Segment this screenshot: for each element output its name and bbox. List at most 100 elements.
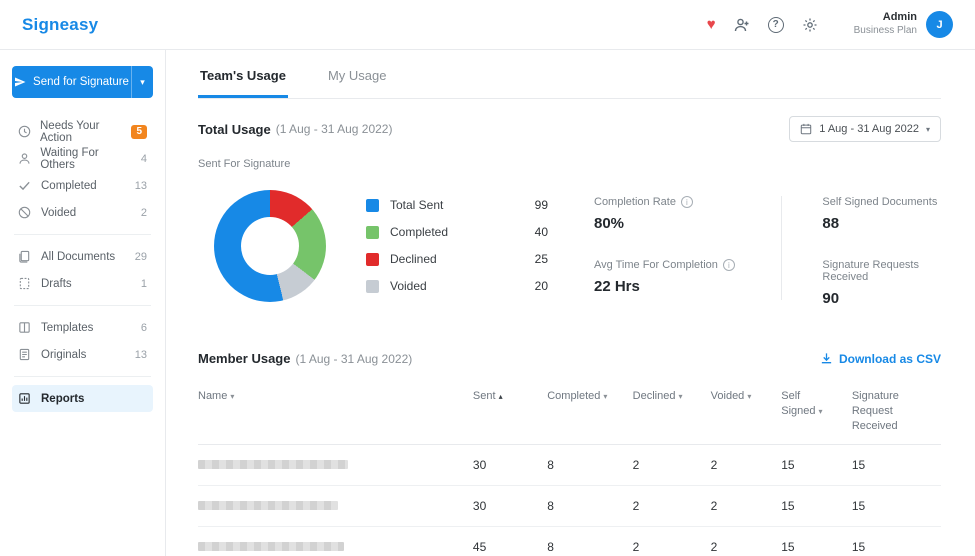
add-user-icon[interactable] bbox=[734, 17, 750, 33]
legend-item-completed: Completed 40 bbox=[366, 225, 548, 239]
cell-completed: 8 bbox=[547, 485, 633, 527]
legend-label: Voided bbox=[390, 279, 427, 293]
item-count: 13 bbox=[134, 348, 147, 361]
sidebar-item-all-documents[interactable]: All Documents 29 bbox=[12, 243, 153, 270]
send-for-signature-button[interactable]: Send for Signature ▾ bbox=[12, 66, 153, 98]
table-row[interactable]: 30 8 2 2 15 15 bbox=[198, 444, 941, 486]
cell-self-signed: 15 bbox=[781, 444, 852, 486]
draft-icon bbox=[18, 277, 32, 290]
chevron-down-icon: ▾ bbox=[747, 392, 752, 401]
item-count: 1 bbox=[140, 277, 147, 290]
cell-received: 15 bbox=[851, 444, 941, 486]
column-header-name[interactable]: Name ▾ bbox=[198, 381, 473, 445]
download-csv-link[interactable]: Download as CSV bbox=[820, 352, 941, 366]
heart-icon[interactable]: ♥ bbox=[706, 16, 716, 33]
legend-value: 99 bbox=[534, 198, 548, 212]
info-icon[interactable]: i bbox=[680, 196, 693, 208]
item-count: 6 bbox=[140, 321, 147, 334]
usage-tabs: Team's Usage My Usage bbox=[198, 50, 941, 99]
sidebar-item-templates[interactable]: Templates 6 bbox=[12, 314, 153, 341]
needs-action-badge: 5 bbox=[131, 124, 147, 139]
clock-icon bbox=[18, 125, 31, 138]
main-content: Team's Usage My Usage Total Usage (1 Aug… bbox=[166, 50, 975, 556]
cell-completed: 8 bbox=[547, 526, 633, 556]
cell-received: 15 bbox=[851, 526, 941, 556]
info-icon[interactable]: i bbox=[722, 259, 735, 271]
sidebar-item-needs-your-action[interactable]: Needs Your Action 5 bbox=[12, 118, 153, 145]
sidebar-item-completed[interactable]: Completed 13 bbox=[12, 172, 153, 199]
signeasy-logo: Signeasy bbox=[22, 14, 99, 34]
tab-teams-usage[interactable]: Team's Usage bbox=[198, 68, 288, 98]
user-plan: Business Plan bbox=[853, 25, 917, 37]
sidebar-item-label: Voided bbox=[41, 206, 77, 219]
sidebar-item-reports[interactable]: Reports bbox=[12, 385, 153, 412]
sidebar-item-label: Reports bbox=[41, 392, 85, 405]
column-header-self-signed[interactable]: Self Signed ▾ bbox=[781, 381, 852, 445]
member-usage-subtitle: (1 Aug - 31 Aug 2022) bbox=[295, 351, 413, 366]
sidebar-item-label: Templates bbox=[41, 321, 94, 334]
original-icon bbox=[18, 348, 32, 361]
stats-divider bbox=[781, 196, 783, 300]
total-usage-header: Total Usage (1 Aug - 31 Aug 2022) 1 Aug … bbox=[198, 116, 941, 142]
cell-sent: 30 bbox=[472, 485, 548, 527]
send-dropdown-caret[interactable]: ▾ bbox=[131, 66, 153, 98]
chart-label: Sent For Signature bbox=[198, 158, 291, 170]
help-icon[interactable]: ? bbox=[767, 16, 784, 33]
sidebar-item-label: Originals bbox=[41, 348, 87, 361]
settings-gear-icon[interactable] bbox=[802, 17, 818, 33]
table-row[interactable]: 45 8 2 2 15 15 bbox=[198, 526, 941, 556]
cell-declined: 2 bbox=[632, 526, 711, 556]
cell-declined: 2 bbox=[632, 444, 711, 486]
chevron-down-icon: ▾ bbox=[230, 392, 235, 401]
check-icon bbox=[18, 179, 32, 192]
date-range-value: 1 Aug - 31 Aug 2022 bbox=[819, 123, 919, 135]
cell-voided: 2 bbox=[710, 526, 782, 556]
user-role: Admin bbox=[882, 11, 917, 24]
date-range-picker[interactable]: 1 Aug - 31 Aug 2022 ▾ bbox=[789, 116, 941, 142]
column-header-declined[interactable]: Declined ▾ bbox=[632, 381, 711, 445]
column-header-sent[interactable]: Sent ▴ bbox=[472, 381, 548, 445]
tab-my-usage[interactable]: My Usage bbox=[327, 68, 387, 83]
sidebar-item-voided[interactable]: Voided 2 bbox=[12, 199, 153, 226]
sidebar-item-label: Needs Your Action bbox=[40, 119, 100, 144]
cell-sent: 30 bbox=[472, 444, 548, 486]
documents-icon bbox=[18, 250, 32, 263]
avatar[interactable]: J bbox=[926, 11, 953, 38]
sidebar-item-drafts[interactable]: Drafts 1 bbox=[12, 270, 153, 297]
sidebar-item-label: Completed bbox=[41, 179, 97, 192]
member-usage-table: Name ▾ Sent ▴ Completed ▾ Declined ▾ Voided ▾… bbox=[198, 381, 941, 556]
legend-value: 25 bbox=[534, 252, 548, 266]
column-header-completed[interactable]: Completed ▾ bbox=[547, 381, 633, 445]
legend-item-total-sent: Total Sent 99 bbox=[366, 198, 548, 212]
stats-column-2: Self Signed Documents 88 Signature Reque… bbox=[822, 190, 941, 307]
legend-value: 20 bbox=[534, 279, 548, 293]
stat-avg-time: Avg Time For Completion i 22 Hrs bbox=[594, 259, 755, 295]
chevron-down-icon: ▾ bbox=[678, 392, 683, 401]
sidebar-item-waiting-for-others[interactable]: Waiting For Others 4 bbox=[12, 145, 153, 172]
donut-chart bbox=[214, 190, 326, 302]
legend-swatch bbox=[366, 198, 379, 212]
template-icon bbox=[18, 321, 32, 334]
send-button-label: Send for Signature bbox=[33, 76, 129, 88]
chart-legend: Total Sent 99 Completed 40 Declined 25 V… bbox=[366, 190, 548, 293]
legend-swatch bbox=[366, 225, 379, 239]
legend-swatch bbox=[366, 279, 379, 293]
sidebar: Send for Signature ▾ Needs Your Action 5… bbox=[0, 50, 166, 556]
stat-label: Self Signed Documents bbox=[822, 196, 938, 208]
item-count: 13 bbox=[134, 179, 147, 192]
cell-voided: 2 bbox=[710, 485, 782, 527]
cell-self-signed: 15 bbox=[781, 526, 852, 556]
sidebar-divider bbox=[14, 305, 151, 306]
user-menu[interactable]: Admin Business Plan J bbox=[840, 11, 953, 38]
table-row[interactable]: 30 8 2 2 15 15 bbox=[198, 485, 941, 527]
download-icon bbox=[820, 352, 833, 365]
sidebar-item-originals[interactable]: Originals 13 bbox=[12, 341, 153, 368]
item-count: 29 bbox=[134, 250, 147, 263]
paper-plane-icon bbox=[14, 76, 26, 88]
legend-item-declined: Declined 25 bbox=[366, 252, 548, 266]
stat-self-signed: Self Signed Documents 88 bbox=[822, 196, 941, 232]
chevron-down-icon: ▾ bbox=[925, 124, 930, 134]
column-header-voided[interactable]: Voided ▾ bbox=[710, 381, 782, 445]
legend-label: Total Sent bbox=[390, 198, 444, 212]
stat-completion-rate: Completion Rate i 80% bbox=[594, 196, 755, 232]
